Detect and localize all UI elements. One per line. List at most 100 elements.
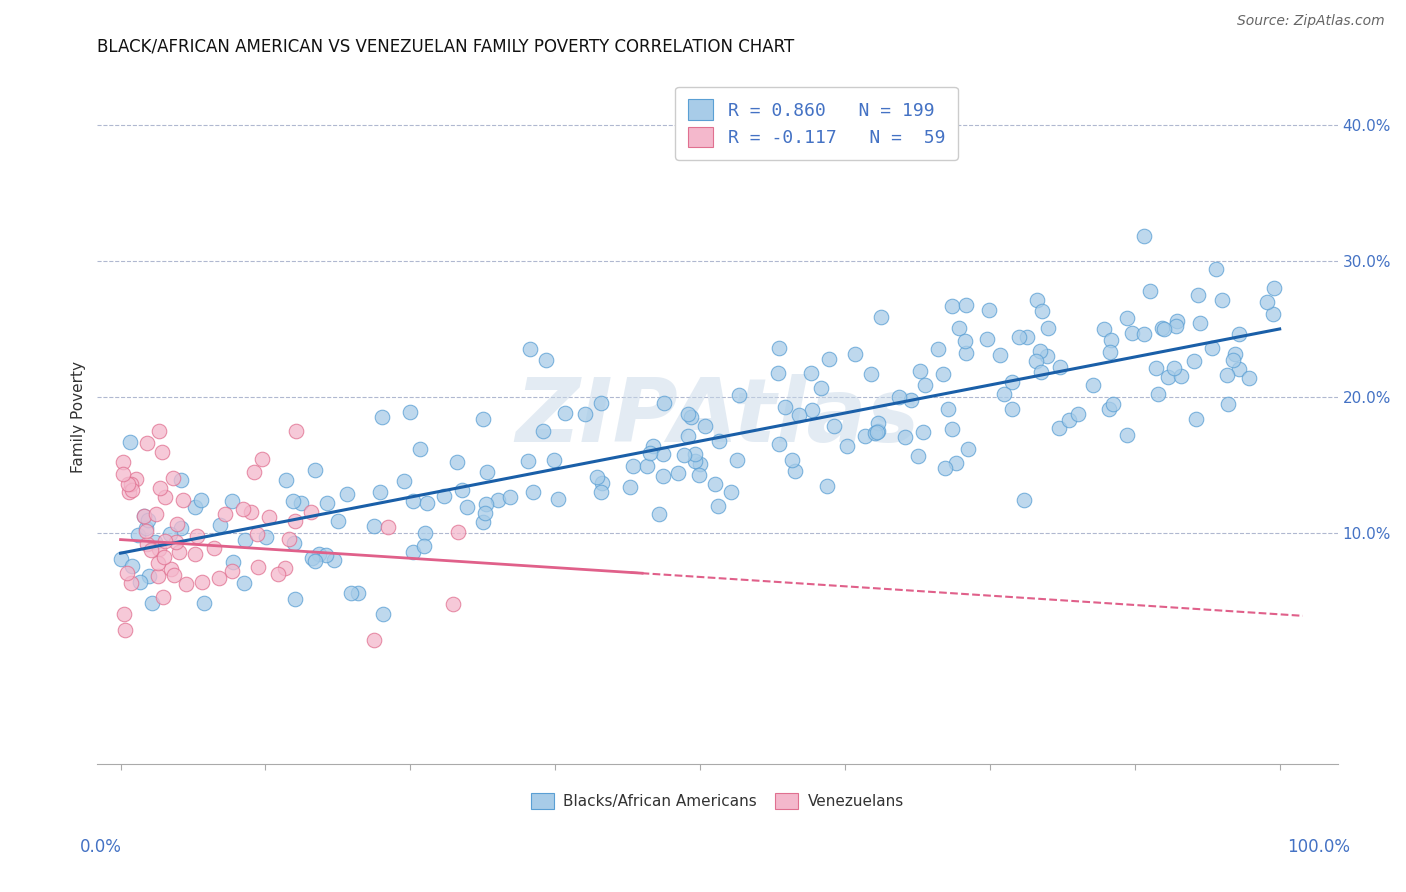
Point [143, 534, 166, 549]
Point [641, 439, 664, 453]
Point [865, 425, 887, 440]
Point [399, 405, 422, 419]
Point [591, 475, 613, 490]
Point [1008, 330, 1031, 344]
Point [817, 352, 839, 367]
Point [977, 303, 1000, 318]
Point [368, 485, 391, 500]
Point [1025, 354, 1047, 368]
Point [120, 576, 142, 591]
Point [554, 406, 576, 420]
Point [866, 424, 889, 438]
Point [371, 409, 394, 424]
Point [299, 505, 322, 519]
Point [783, 465, 806, 479]
Point [346, 586, 368, 600]
Point [111, 455, 134, 469]
Legend: Blacks/African Americans, Venezuelans: Blacks/African Americans, Venezuelans [524, 787, 910, 815]
Point [912, 425, 935, 439]
Point [284, 424, 307, 438]
Point [165, 534, 187, 549]
Point [517, 454, 540, 468]
Point [531, 425, 554, 439]
Point [472, 516, 495, 530]
Point [145, 507, 167, 521]
Point [536, 352, 558, 367]
Point [823, 419, 845, 434]
Point [233, 533, 256, 548]
Point [868, 416, 890, 430]
Point [377, 519, 399, 533]
Point [589, 396, 612, 410]
Point [907, 450, 929, 464]
Point [274, 561, 297, 575]
Point [894, 430, 917, 444]
Point [121, 483, 143, 498]
Point [114, 623, 136, 637]
Point [394, 475, 416, 489]
Point [1263, 281, 1285, 295]
Point [322, 552, 344, 566]
Point [1001, 376, 1024, 390]
Point [1081, 378, 1104, 392]
Point [250, 451, 273, 466]
Point [1031, 304, 1053, 318]
Point [148, 556, 170, 570]
Point [1115, 311, 1137, 326]
Point [281, 494, 304, 508]
Point [638, 446, 661, 460]
Point [589, 484, 612, 499]
Point [174, 577, 197, 591]
Point [336, 486, 359, 500]
Point [128, 575, 150, 590]
Point [648, 507, 671, 521]
Point [222, 555, 245, 569]
Point [1218, 397, 1240, 411]
Point [499, 491, 522, 505]
Point [120, 434, 142, 449]
Text: ZIPAtlas: ZIPAtlas [516, 374, 920, 461]
Point [115, 566, 138, 580]
Point [433, 489, 456, 503]
Point [447, 525, 470, 540]
Point [221, 564, 243, 578]
Point [1189, 316, 1212, 330]
Point [247, 560, 270, 574]
Point [278, 532, 301, 546]
Point [810, 381, 832, 395]
Point [1256, 294, 1278, 309]
Point [134, 508, 156, 523]
Point [941, 299, 963, 313]
Text: 100.0%: 100.0% [1288, 838, 1350, 855]
Point [363, 632, 385, 647]
Point [308, 548, 330, 562]
Point [239, 504, 262, 518]
Point [1092, 322, 1115, 336]
Point [727, 388, 749, 402]
Point [125, 472, 148, 486]
Point [1237, 371, 1260, 385]
Point [1139, 284, 1161, 298]
Point [800, 366, 823, 380]
Point [844, 347, 866, 361]
Point [543, 452, 565, 467]
Point [184, 500, 207, 514]
Point [993, 387, 1015, 401]
Point [138, 569, 160, 583]
Point [1049, 360, 1071, 375]
Point [574, 407, 596, 421]
Point [1185, 411, 1208, 425]
Point [1166, 314, 1188, 328]
Point [1015, 330, 1038, 344]
Point [153, 490, 176, 504]
Point [1115, 427, 1137, 442]
Point [720, 484, 742, 499]
Point [707, 499, 730, 513]
Point [232, 501, 254, 516]
Point [209, 518, 232, 533]
Point [120, 477, 142, 491]
Point [768, 341, 790, 355]
Point [1166, 319, 1188, 334]
Point [162, 471, 184, 485]
Point [900, 392, 922, 407]
